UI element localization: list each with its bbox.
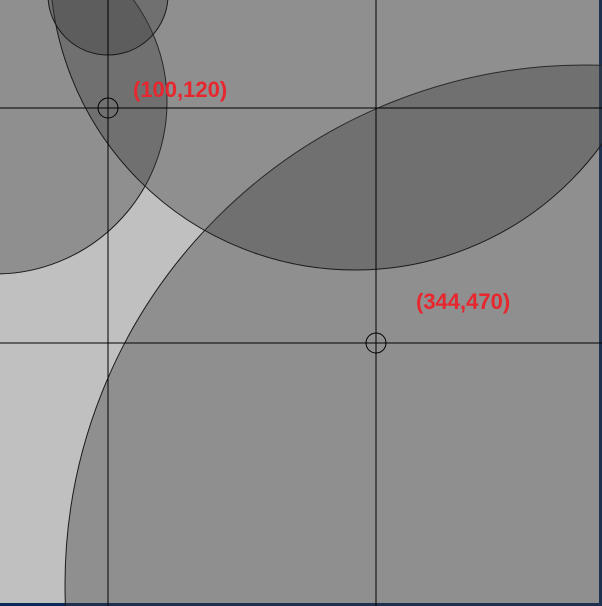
point-label-p1: (100,120) [133, 77, 227, 102]
point-label-p2: (344,470) [416, 289, 510, 314]
